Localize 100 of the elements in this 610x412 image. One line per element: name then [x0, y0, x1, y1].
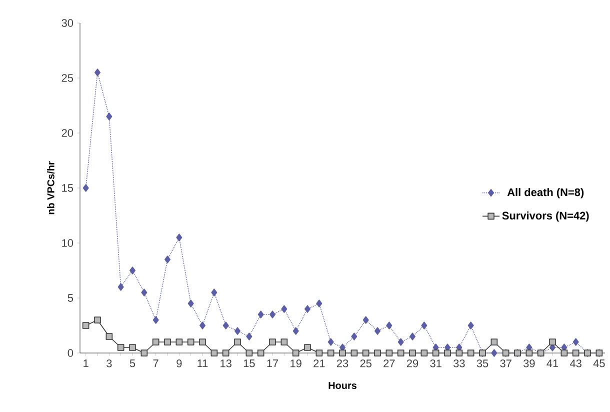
- point: [468, 322, 474, 330]
- point: [257, 350, 264, 356]
- x-tick-label: 23: [336, 360, 348, 368]
- point: [187, 338, 194, 346]
- point: [386, 350, 393, 356]
- x-tick-label: 41: [546, 360, 558, 368]
- point: [199, 322, 206, 330]
- point: [280, 338, 288, 346]
- point: [374, 327, 381, 335]
- point: [234, 338, 241, 346]
- y-tick-label: 5: [68, 294, 74, 302]
- point: [432, 350, 440, 356]
- point: [409, 332, 416, 340]
- point: [117, 344, 124, 351]
- point: [409, 350, 416, 356]
- point: [188, 300, 194, 308]
- point: [258, 310, 264, 318]
- x-axis-title: Hours: [328, 382, 356, 390]
- point: [316, 350, 323, 356]
- x-tick-label: 9: [176, 360, 182, 368]
- y-tick-label: 15: [62, 184, 74, 192]
- point: [82, 322, 90, 329]
- point: [140, 350, 148, 356]
- point: [281, 305, 288, 313]
- point: [292, 350, 300, 356]
- point: [467, 350, 474, 356]
- point: [420, 350, 428, 356]
- point: [164, 256, 171, 264]
- y-tick-label: 10: [62, 239, 74, 247]
- point: [141, 288, 148, 296]
- x-tick-label: 7: [153, 360, 158, 368]
- y-tick-label: 20: [62, 129, 74, 137]
- point: [234, 327, 241, 335]
- point: [269, 338, 276, 346]
- point: [386, 322, 392, 330]
- point: [210, 350, 218, 356]
- point: [292, 327, 299, 335]
- x-tick-label: 35: [476, 360, 488, 368]
- point: [129, 344, 136, 351]
- point: [374, 350, 381, 356]
- point: [304, 344, 311, 351]
- point: [362, 316, 369, 324]
- point: [106, 112, 112, 120]
- point: [351, 332, 358, 340]
- point: [269, 310, 276, 318]
- x-tick-label: 13: [220, 360, 232, 368]
- point: [199, 338, 206, 346]
- point: [164, 338, 171, 346]
- point: [572, 338, 579, 346]
- point: [118, 283, 124, 291]
- x-tick-label: 37: [500, 360, 512, 368]
- point: [82, 184, 89, 192]
- point: [491, 349, 498, 357]
- point: [152, 316, 159, 324]
- point: [339, 350, 346, 356]
- y-tick-label: 30: [62, 19, 74, 27]
- point: [456, 350, 463, 356]
- point: [94, 316, 101, 324]
- x-tick-label: 15: [244, 360, 255, 368]
- point: [490, 338, 498, 346]
- x-tick-label: 5: [130, 360, 136, 368]
- point: [327, 350, 334, 356]
- x-tick-label: 21: [314, 360, 325, 368]
- point: [560, 350, 568, 356]
- point: [316, 300, 322, 308]
- x-tick-label: 31: [430, 360, 442, 368]
- legend-label: All death (N=8): [507, 188, 584, 198]
- point: [222, 322, 229, 330]
- point: [350, 350, 358, 356]
- y-axis-title: nb VPCs/hr: [47, 161, 54, 214]
- point: [549, 338, 556, 346]
- point: [328, 338, 334, 346]
- x-tick-label: 29: [406, 360, 418, 368]
- point: [362, 350, 370, 356]
- x-tick-label: 1: [84, 360, 88, 368]
- x-tick-label: 25: [360, 360, 372, 368]
- x-tick-label: 11: [198, 360, 208, 368]
- point: [246, 332, 252, 340]
- point: [526, 350, 533, 356]
- point: [211, 288, 218, 296]
- point: [176, 338, 183, 346]
- point: [421, 322, 428, 330]
- point: [94, 68, 101, 76]
- point: [444, 350, 451, 356]
- point: [246, 350, 253, 356]
- y-tick-label: 25: [62, 74, 74, 82]
- point: [572, 350, 580, 356]
- x-tick-label: 27: [384, 360, 395, 368]
- x-tick-label: 39: [523, 360, 535, 368]
- point: [106, 333, 113, 340]
- x-tick-label: 3: [106, 360, 112, 368]
- y-tick-label: 0: [68, 349, 74, 357]
- x-tick-label: 33: [453, 360, 465, 368]
- x-tick-label: 43: [570, 360, 582, 368]
- point: [398, 338, 404, 346]
- point: [129, 266, 136, 274]
- point: [152, 338, 160, 346]
- point: [176, 234, 182, 242]
- point: [304, 305, 311, 313]
- x-tick-label: 45: [593, 360, 605, 368]
